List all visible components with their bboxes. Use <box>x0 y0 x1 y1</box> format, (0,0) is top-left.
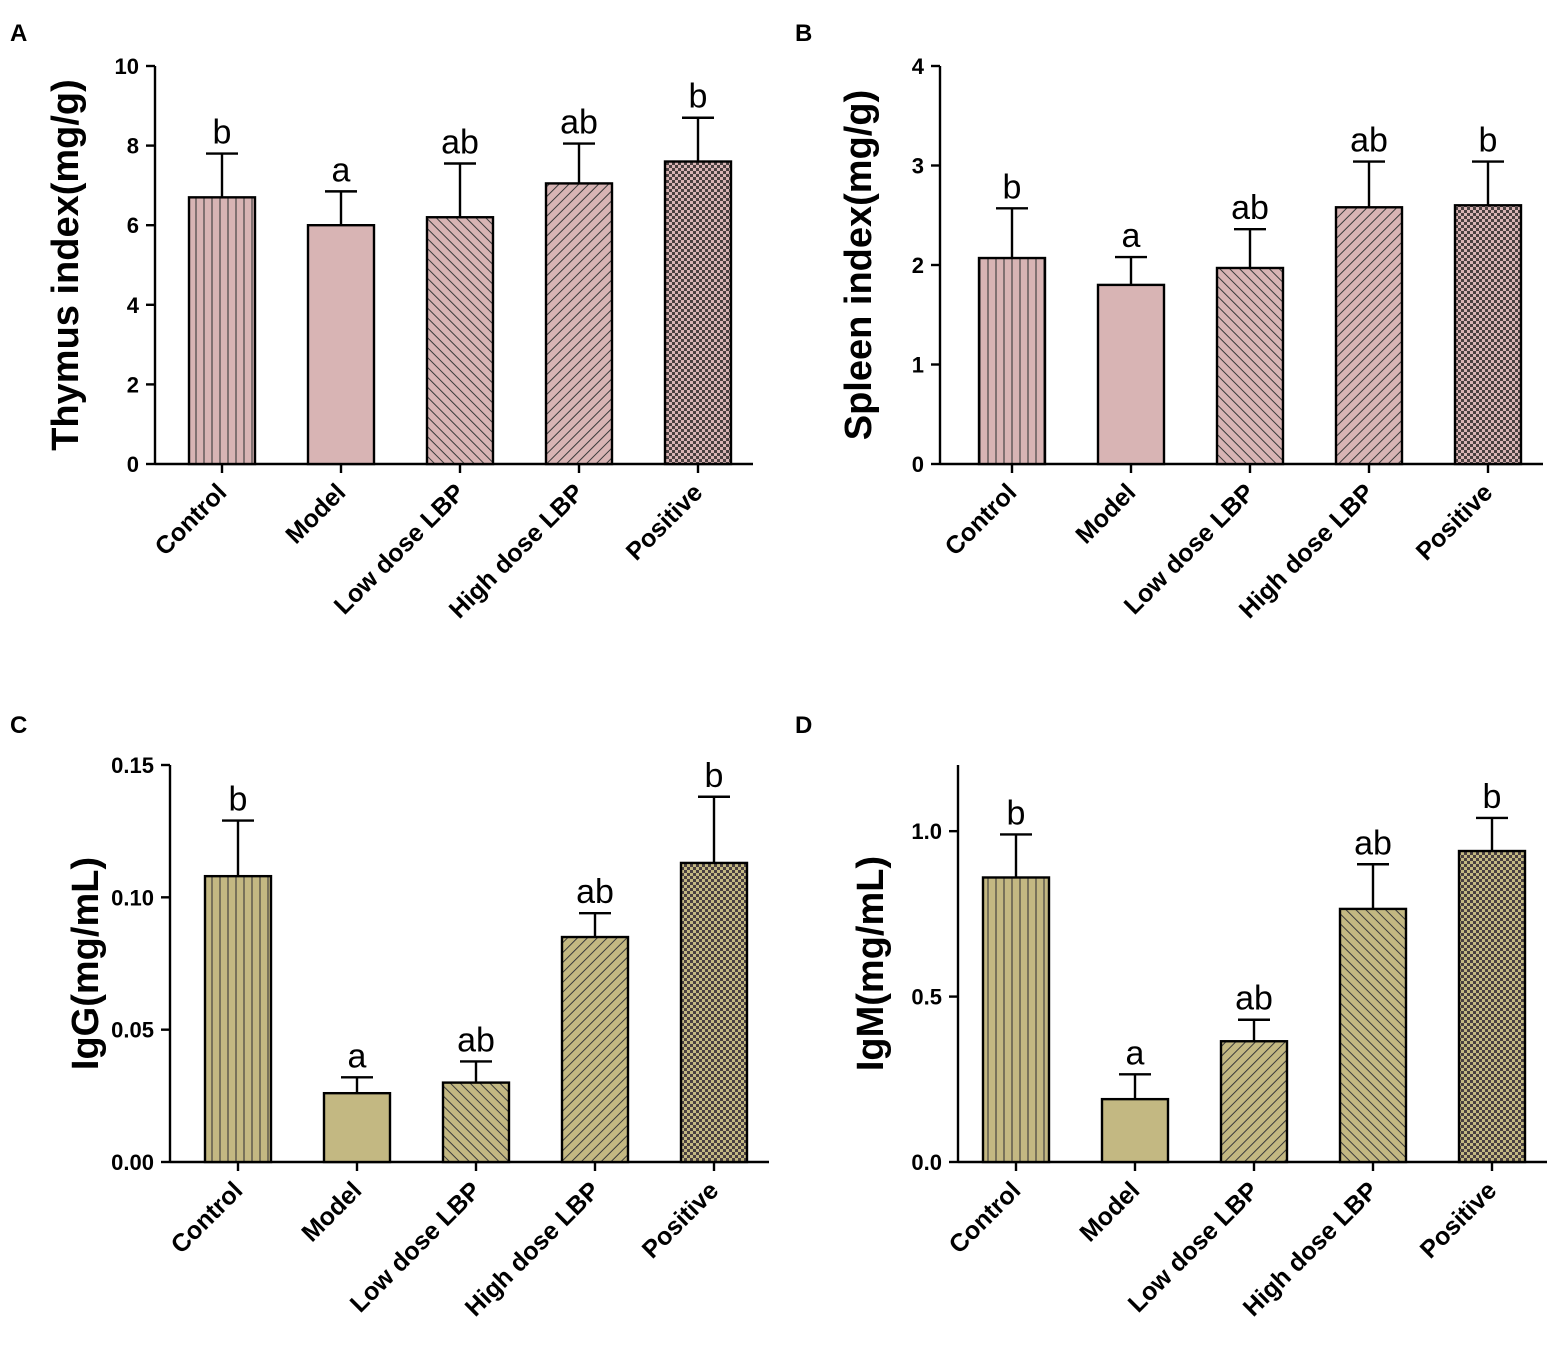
bar-model <box>1100 1097 1170 1164</box>
significance-label: b <box>1483 778 1502 816</box>
bar-model <box>1096 283 1166 466</box>
x-tick-label: Positive <box>1411 478 1499 566</box>
panel-letter-a: A <box>10 20 28 47</box>
y-axis-label: IgM(mg/mL) <box>850 856 892 1071</box>
bar-high-dose-lbp <box>1338 907 1408 1164</box>
x-tick-label: Control <box>944 1176 1027 1259</box>
chart-panel-a: 0 2 4 6 8 10 Thymus index(mg/g) b Control a Model a… <box>45 54 753 624</box>
x-tick-label: Model <box>1070 478 1141 549</box>
x-tick-label: Positive <box>637 1176 725 1264</box>
y-tick-label: 0.00 <box>111 1150 154 1175</box>
y-axis-label: Thymus index(mg/g) <box>45 79 87 451</box>
y-tick-label: 6 <box>127 213 139 238</box>
significance-label: ab <box>1350 122 1388 160</box>
y-axis-label: IgG(mg/mL) <box>65 857 107 1070</box>
significance-label: b <box>213 114 232 152</box>
x-tick-label: Positive <box>621 478 709 566</box>
bar-high-dose-lbp <box>1334 206 1404 466</box>
y-tick-label: 2 <box>912 253 924 278</box>
x-tick-label: Positive <box>1415 1176 1503 1264</box>
significance-label: ab <box>457 1021 495 1059</box>
significance-label: a <box>332 151 351 189</box>
panel-letter-b: B <box>795 20 813 47</box>
bar-high-dose-lbp <box>544 182 614 466</box>
bar-positive <box>1453 204 1523 466</box>
y-tick-label: 4 <box>912 54 925 79</box>
y-tick-label: 0.10 <box>111 885 154 910</box>
y-axis-label: Spleen index(mg/g) <box>838 90 880 440</box>
y-tick-label: 8 <box>127 134 139 159</box>
y-tick-label: 0.0 <box>911 1150 942 1175</box>
bar-positive <box>679 861 749 1164</box>
significance-label: b <box>1007 794 1026 832</box>
significance-label: ab <box>1354 824 1392 862</box>
y-tick-label: 3 <box>912 154 924 179</box>
x-tick-label: Control <box>150 478 233 561</box>
bar-low-dose-lbp <box>425 216 495 466</box>
bar-model <box>306 223 376 466</box>
y-tick-label: 0.15 <box>111 753 154 778</box>
significance-label: b <box>229 781 248 819</box>
significance-label: ab <box>1231 189 1269 227</box>
significance-label: b <box>1479 122 1498 160</box>
panel-letter-d: D <box>795 712 813 739</box>
panel-letter-c: C <box>10 712 28 739</box>
bar-control <box>977 256 1047 466</box>
bar-control <box>981 876 1051 1164</box>
x-tick-label: Control <box>940 478 1023 561</box>
bar-control <box>187 196 257 466</box>
x-tick-label: Control <box>166 1176 249 1259</box>
significance-label: b <box>705 757 724 795</box>
significance-label: ab <box>576 873 614 911</box>
y-tick-label: 1 <box>912 353 924 378</box>
bar-high-dose-lbp <box>560 935 630 1164</box>
bar-low-dose-lbp <box>1219 1040 1289 1164</box>
y-tick-label: 0.05 <box>111 1018 154 1043</box>
significance-label: a <box>1126 1034 1145 1072</box>
y-tick-label: 0.5 <box>911 985 942 1010</box>
bar-low-dose-lbp <box>441 1081 511 1164</box>
y-tick-label: 2 <box>127 372 139 397</box>
significance-label: b <box>1003 168 1022 206</box>
chart-panel-c: 0.00 0.05 0.10 0.15 IgG(mg/mL) b Control a Model… <box>65 753 769 1322</box>
significance-label: ab <box>1235 980 1273 1018</box>
x-tick-label: Model <box>1074 1176 1145 1247</box>
bar-positive <box>663 160 733 466</box>
bar-positive <box>1457 849 1527 1164</box>
significance-label: b <box>689 78 708 116</box>
significance-label: a <box>348 1037 367 1075</box>
significance-label: ab <box>560 104 598 142</box>
bar-model <box>322 1091 392 1164</box>
y-tick-label: 4 <box>127 293 140 318</box>
x-tick-label: Model <box>280 478 351 549</box>
bar-low-dose-lbp <box>1215 266 1285 466</box>
significance-label: a <box>1122 217 1141 255</box>
y-tick-label: 1.0 <box>911 819 942 844</box>
significance-label: ab <box>441 124 479 162</box>
bar-control <box>203 874 273 1164</box>
y-tick-label: 0 <box>912 452 924 477</box>
x-tick-label: Model <box>296 1176 367 1247</box>
y-tick-label: 10 <box>115 54 139 79</box>
y-tick-label: 0 <box>127 452 139 477</box>
